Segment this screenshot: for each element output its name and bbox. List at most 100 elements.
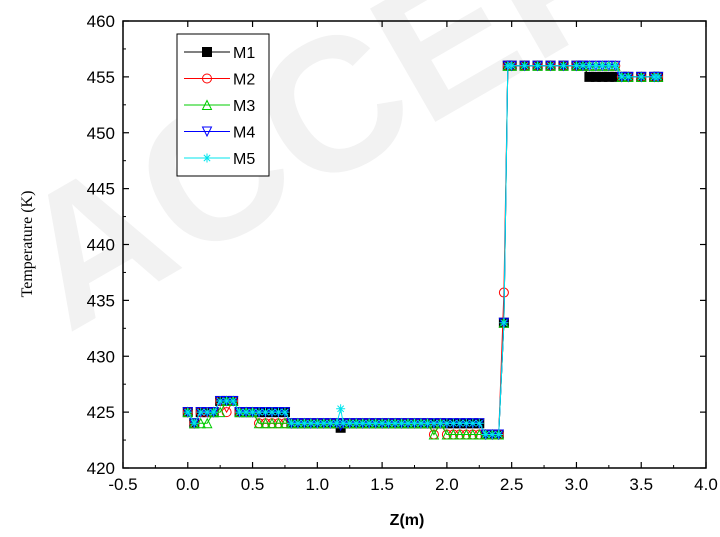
data-point (202, 407, 212, 417)
data-point (546, 61, 556, 71)
y-tick-label: 450 (87, 124, 115, 143)
y-tick-label: 435 (87, 291, 115, 310)
data-point (403, 418, 413, 428)
data-point (332, 418, 342, 428)
data-point (286, 418, 296, 428)
y-tick-label: 445 (87, 180, 115, 199)
x-tick-label: 1.0 (306, 475, 330, 494)
legend-marker (202, 47, 212, 57)
data-point (487, 429, 497, 439)
legend-item-m3: M3 (184, 98, 255, 115)
data-point (319, 418, 329, 428)
data-point (416, 418, 426, 428)
data-point (591, 61, 601, 71)
data-point (410, 418, 419, 428)
data-point (454, 428, 466, 440)
x-tick-label: -0.5 (108, 475, 137, 494)
data-point (428, 428, 440, 440)
legend-label: M4 (233, 125, 255, 142)
x-tick-label: 1.5 (370, 475, 394, 494)
data-point (467, 428, 479, 440)
legend-item-m5: M5 (184, 151, 255, 168)
data-point (610, 61, 620, 71)
data-point (273, 407, 283, 417)
data-point (397, 418, 407, 428)
x-tick-label: 2.0 (435, 475, 459, 494)
data-point (228, 396, 238, 406)
y-tick-label: 425 (87, 403, 115, 422)
data-point (267, 407, 277, 417)
data-point (351, 418, 361, 428)
x-axis-title: Z(m) (390, 512, 425, 529)
legend-label: M2 (233, 72, 255, 89)
data-point (260, 417, 271, 429)
legend: M1 M2 M3 M4 M5 (176, 33, 270, 177)
data-point (215, 396, 225, 406)
x-tick-label: 0.5 (241, 475, 265, 494)
data-point (312, 418, 322, 428)
data-point (604, 61, 614, 71)
data-point (441, 428, 453, 440)
legend-label: M1 (233, 45, 255, 62)
data-point (507, 61, 517, 71)
data-point (636, 72, 646, 82)
legend-label: M5 (233, 151, 255, 168)
data-point (222, 396, 232, 406)
data-point (306, 418, 316, 428)
data-point (358, 418, 368, 428)
legend-item-m2: M2 (184, 72, 255, 89)
data-point (241, 407, 251, 417)
data-point (448, 428, 459, 440)
data-point (261, 407, 271, 417)
data-point (371, 418, 381, 428)
data-point (336, 404, 346, 414)
y-axis-ticks: 420 425 430 435 440 445 450 455 460 (87, 12, 706, 478)
y-tick-label: 455 (87, 68, 115, 87)
data-point (280, 407, 290, 417)
y-tick-label: 440 (87, 236, 115, 255)
x-tick-label: 3.0 (565, 475, 589, 494)
x-tick-label: 2.5 (500, 475, 524, 494)
data-point (571, 61, 581, 71)
data-point (254, 407, 264, 417)
x-tick-label: 0.0 (176, 475, 200, 494)
data-point (653, 72, 663, 82)
legend-item-m1: M1 (184, 45, 255, 62)
data-point (299, 418, 309, 428)
legend-marker (201, 99, 213, 110)
data-point (442, 418, 452, 428)
data-point (390, 418, 400, 428)
data-point (377, 418, 387, 428)
data-point (578, 61, 588, 71)
data-point (474, 418, 484, 428)
data-point (201, 417, 213, 429)
x-tick-label: 3.5 (629, 475, 653, 494)
data-point (422, 418, 432, 428)
data-point (248, 407, 258, 417)
data-point (597, 61, 607, 71)
data-point (209, 407, 219, 417)
data-point (189, 418, 199, 428)
x-tick-label: 4.0 (694, 475, 718, 494)
x-axis-ticks: -0.5 0.0 0.5 1.0 1.5 2.0 2.5 3.0 3.5 4.0 (108, 21, 718, 494)
data-point (183, 407, 193, 417)
data-point (273, 417, 284, 429)
y-tick-label: 430 (87, 347, 115, 366)
series-m5 (183, 61, 663, 439)
data-point (461, 428, 472, 440)
data-point (338, 418, 348, 428)
y-tick-label: 460 (87, 12, 115, 31)
legend-label: M3 (233, 98, 255, 115)
data-point (235, 407, 245, 417)
legend-marker (202, 153, 212, 163)
y-axis-title: Temperature (K) (19, 191, 36, 298)
data-point (253, 417, 265, 429)
data-point (384, 418, 394, 428)
y-tick-label: 420 (87, 459, 115, 478)
data-point (468, 418, 478, 428)
data-point (584, 61, 594, 71)
data-point (520, 61, 530, 71)
data-point (455, 418, 465, 428)
data-point (325, 418, 335, 428)
